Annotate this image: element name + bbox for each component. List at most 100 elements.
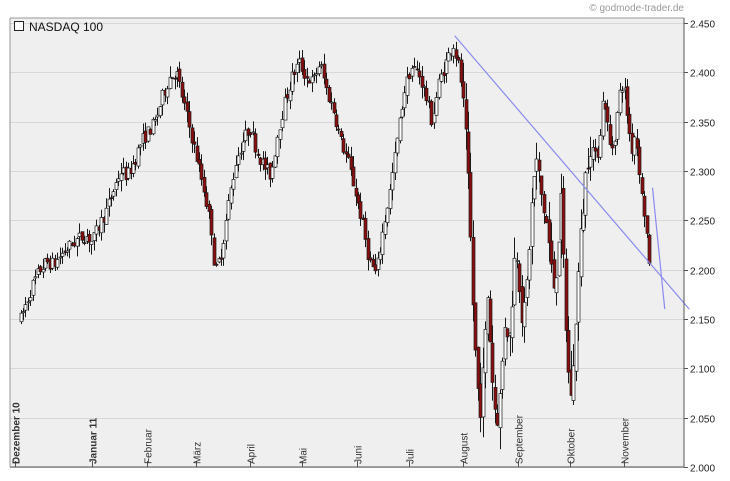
y-tick-label: 2.350	[690, 119, 715, 130]
candle-body	[89, 240, 94, 245]
candle-body	[212, 237, 217, 266]
candle-body	[209, 209, 214, 236]
candle-body	[23, 304, 28, 311]
y-tick-label: 2.200	[690, 267, 715, 278]
candle-body	[498, 393, 503, 429]
candle-body	[354, 187, 359, 197]
candle-body	[131, 163, 136, 174]
candle-body	[598, 135, 603, 158]
candle-body	[324, 78, 329, 89]
candle-body	[586, 167, 591, 170]
candle-body	[107, 198, 112, 207]
candle-body	[358, 201, 363, 219]
candle-body	[322, 63, 327, 79]
candle-body	[385, 207, 390, 223]
candle-body	[329, 101, 334, 104]
candle-body	[539, 175, 544, 195]
candle-body	[204, 192, 209, 207]
trendlines	[454, 35, 690, 310]
candle-body	[605, 106, 610, 123]
candle-body	[434, 97, 439, 116]
candle-body	[503, 327, 508, 360]
x-tick-label: November	[621, 417, 632, 464]
x-tick-label: August	[460, 433, 471, 464]
candle-body	[138, 144, 143, 148]
x-tick-label: Februar	[144, 428, 155, 464]
candle-body	[280, 119, 285, 129]
candle-body	[334, 114, 339, 128]
candle-body	[38, 266, 43, 272]
candle-body	[400, 108, 405, 118]
trendline	[651, 187, 666, 310]
x-tick-label: März	[193, 442, 204, 464]
candle-body	[87, 234, 92, 243]
candle-body	[373, 264, 378, 272]
candle-body	[576, 271, 581, 323]
candle-body	[574, 323, 579, 372]
candle-body	[307, 80, 312, 84]
candle-body	[490, 342, 495, 383]
x-tick-label: Juli	[406, 449, 417, 464]
candle-body	[380, 231, 385, 255]
candle-body	[80, 231, 85, 241]
y-tick-label: 2.100	[690, 365, 715, 376]
y-tick-label: 2.000	[690, 464, 715, 475]
candle-body	[627, 113, 632, 135]
candle-body	[459, 59, 464, 83]
candle-body	[173, 77, 178, 80]
x-tick-label: Dezember 10	[12, 402, 23, 464]
candle-body	[593, 147, 598, 152]
candle-body	[439, 73, 444, 82]
legend: NASDAQ 100	[14, 20, 103, 34]
candle-body	[461, 81, 466, 99]
candle-body	[256, 153, 261, 156]
candle-body	[67, 240, 72, 250]
candle-body	[160, 89, 165, 106]
candle-body	[202, 176, 207, 193]
candle-body	[473, 302, 478, 351]
candle-body	[111, 191, 116, 197]
candle-body	[412, 66, 417, 68]
x-tick-label: Oktober	[567, 428, 578, 464]
candle-body	[119, 173, 124, 181]
y-tick-label: 2.150	[690, 316, 715, 327]
candle-body	[239, 152, 244, 155]
y-tick-label: 2.050	[690, 415, 715, 426]
candle-body	[121, 167, 126, 174]
candle-body	[344, 151, 349, 155]
candle-body	[55, 259, 60, 268]
candle-body	[549, 240, 554, 265]
candle-body	[180, 81, 185, 98]
candle-body	[285, 94, 290, 99]
candle-body	[368, 257, 373, 261]
candle-body	[109, 197, 114, 199]
candle-body	[327, 87, 332, 103]
candle-body	[31, 279, 36, 296]
candle-body	[33, 276, 38, 279]
candle-body	[197, 158, 202, 165]
x-tick-label: Januar 11	[89, 417, 100, 464]
candle-body	[221, 243, 226, 259]
candle-body	[158, 106, 163, 117]
candle-body	[542, 194, 547, 214]
y-tick-label: 2.300	[690, 168, 715, 179]
candle-body	[547, 219, 552, 244]
candle-body	[165, 88, 170, 98]
candle-body	[571, 365, 576, 401]
candle-body	[275, 136, 280, 157]
candle-body	[229, 187, 234, 204]
candle-body	[527, 249, 532, 281]
candle-body	[190, 127, 195, 144]
candle-body	[437, 78, 442, 98]
x-axis: Dezember 10 Januar 11 Februar März April Mai J…	[12, 402, 632, 467]
x-tick-label: April	[247, 444, 258, 464]
trendline	[454, 35, 690, 310]
candle-body	[99, 217, 104, 234]
candle-body	[515, 260, 520, 262]
candle-body	[155, 114, 160, 118]
candle-body	[608, 124, 613, 145]
candle-body	[402, 92, 407, 109]
candle-body	[339, 130, 344, 137]
candle-body	[645, 215, 650, 234]
candle-body	[153, 119, 158, 122]
